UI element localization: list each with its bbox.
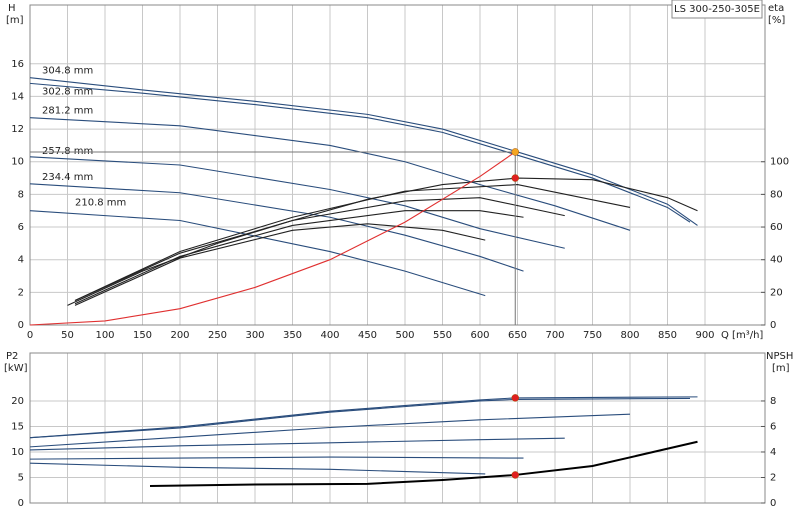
curve <box>29 397 691 439</box>
x-tick-label: 700 <box>545 330 564 341</box>
x-tick-label: 250 <box>208 330 227 341</box>
y-tick-label: 15 <box>11 421 24 432</box>
curve <box>74 184 631 302</box>
y-tick-label: 14 <box>11 91 24 102</box>
curve <box>29 183 524 272</box>
x-tick-label: 800 <box>620 330 639 341</box>
y2-tick-label: 60 <box>770 222 783 233</box>
x-tick-label: 600 <box>470 330 489 341</box>
x-tick-label: 400 <box>320 330 339 341</box>
x-tick-label: 0 <box>27 330 33 341</box>
x-tick-label: 300 <box>245 330 264 341</box>
curve-label: 281.2 mm <box>42 106 93 117</box>
curve-label: 234.4 mm <box>42 172 93 183</box>
x-tick-label: 350 <box>283 330 302 341</box>
curve <box>29 117 631 231</box>
y2-tick-label: 0 <box>770 320 776 331</box>
curve-label: 304.8 mm <box>42 66 93 77</box>
curve <box>29 82 691 223</box>
y-axis-unit: [kW] <box>4 363 28 374</box>
curve-label: 302.8 mm <box>42 86 93 97</box>
y-tick-label: 10 <box>11 157 24 168</box>
y-tick-label: 4 <box>18 255 24 266</box>
curve <box>74 223 486 306</box>
duty-point <box>511 394 519 402</box>
y2-tick-label: 0 <box>770 498 776 509</box>
y-axis-label: P2 <box>6 351 18 362</box>
x-tick-label: 150 <box>133 330 152 341</box>
x-tick-label: 850 <box>658 330 677 341</box>
curve <box>29 77 698 226</box>
y2-axis-unit: [m] <box>772 363 790 374</box>
curve <box>29 210 486 297</box>
y2-tick-label: 6 <box>770 421 776 432</box>
curve <box>149 440 698 488</box>
curve <box>67 177 698 306</box>
chart-title: LS 300-250-305E <box>674 4 760 15</box>
title-box <box>671 0 763 19</box>
curve <box>29 413 631 448</box>
y-tick-label: 0 <box>18 498 24 509</box>
x-tick-label: 100 <box>95 330 114 341</box>
x-tick-label: 750 <box>583 330 602 341</box>
x-tick-label: 550 <box>433 330 452 341</box>
y-axis-unit: [m] <box>6 15 24 26</box>
y-tick-label: 20 <box>11 396 24 407</box>
x-axis-label: Q [m³/h] <box>721 330 763 341</box>
y-tick-label: 2 <box>18 287 24 298</box>
curve <box>29 396 698 439</box>
curve <box>29 156 565 249</box>
x-tick-label: 650 <box>508 330 527 341</box>
y2-axis-label: NPSH <box>766 351 793 362</box>
curve <box>74 210 524 305</box>
plot-frame <box>29 352 766 504</box>
duty-point <box>511 174 519 182</box>
curve <box>74 197 565 302</box>
duty-point <box>511 148 519 156</box>
x-tick-label: 500 <box>395 330 414 341</box>
y2-axis-label: eta <box>768 3 784 14</box>
y-tick-label: 8 <box>18 189 24 200</box>
curve-label: 210.8 mm <box>75 198 126 209</box>
y2-tick-label: 40 <box>770 255 783 266</box>
duty-point <box>511 471 519 479</box>
curve <box>29 437 565 451</box>
y-tick-label: 10 <box>11 447 24 458</box>
curve <box>29 456 524 460</box>
y-tick-label: 5 <box>18 472 24 483</box>
y-tick-label: 12 <box>11 124 24 135</box>
x-tick-label: 450 <box>358 330 377 341</box>
y-tick-label: 0 <box>18 320 24 331</box>
plot-frame <box>29 4 766 326</box>
y2-tick-label: 8 <box>770 396 776 407</box>
y2-tick-label: 4 <box>770 447 776 458</box>
x-tick-label: 50 <box>61 330 74 341</box>
x-tick-label: 200 <box>170 330 189 341</box>
x-tick-label: 900 <box>695 330 714 341</box>
y2-tick-label: 20 <box>770 287 783 298</box>
y-tick-label: 16 <box>11 59 24 70</box>
y2-axis-unit: [%] <box>768 15 785 26</box>
curve-label: 257.8 mm <box>42 146 93 157</box>
y2-tick-label: 80 <box>770 189 783 200</box>
curve <box>29 462 486 475</box>
y2-tick-label: 2 <box>770 472 776 483</box>
curve <box>29 151 516 326</box>
y-tick-label: 6 <box>18 222 24 233</box>
y-axis-label: H <box>8 3 16 14</box>
y2-tick-label: 100 <box>770 157 789 168</box>
